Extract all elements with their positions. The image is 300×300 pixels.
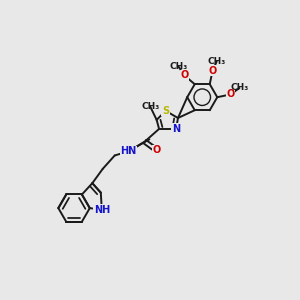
Text: O: O	[226, 89, 235, 99]
Text: O: O	[153, 146, 161, 155]
Text: CH₃: CH₃	[169, 62, 188, 71]
Text: HN: HN	[121, 146, 137, 156]
Text: N: N	[172, 124, 180, 134]
Text: CH₃: CH₃	[230, 83, 249, 92]
Text: O: O	[208, 66, 217, 76]
Text: O: O	[180, 70, 188, 80]
Text: CH₃: CH₃	[208, 57, 226, 66]
Text: S: S	[162, 106, 169, 116]
Text: NH: NH	[94, 205, 110, 215]
Text: CH₃: CH₃	[141, 102, 159, 111]
